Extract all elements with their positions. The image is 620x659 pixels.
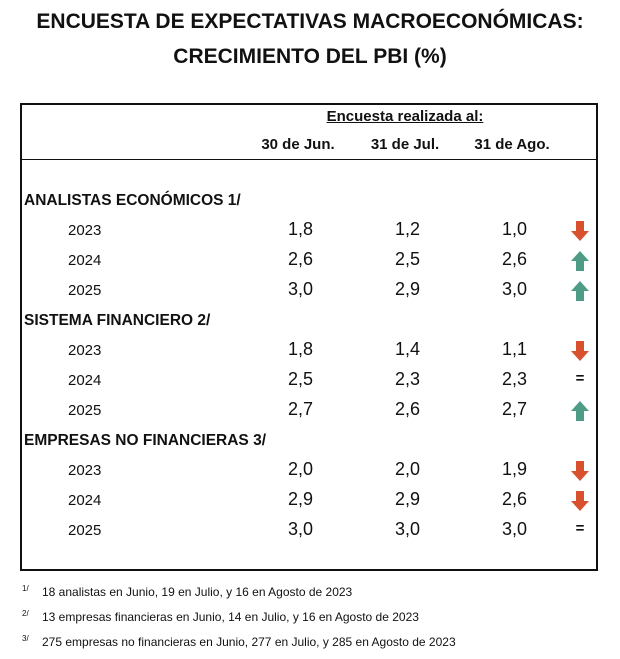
- cell-value: 3,0: [501, 519, 527, 539]
- cell-value: 2,3: [501, 369, 527, 389]
- table-frame: [20, 103, 598, 571]
- cell-value: 2,6: [287, 249, 313, 269]
- cell-value: 2,7: [501, 399, 527, 419]
- cell-value: 3,0: [287, 279, 313, 299]
- footnote-text: 13 empresas financieras en Junio, 14 en …: [42, 610, 419, 624]
- title-line-1: ENCUESTA DE EXPECTATIVAS MACROECONÓMICAS…: [36, 10, 584, 33]
- cell-value: 1,2: [394, 219, 420, 239]
- row-year: 2024: [68, 252, 102, 269]
- row-year: 2023: [68, 222, 102, 239]
- cell-value: 2,6: [501, 249, 527, 269]
- row-year: 2023: [68, 462, 102, 479]
- cell-value: 2,0: [394, 459, 420, 479]
- cell-value: 1,8: [287, 339, 313, 359]
- column-header: 31 de Jul.: [370, 136, 440, 153]
- arrow-down-icon: [570, 340, 590, 366]
- cell-value: 2,0: [287, 459, 313, 479]
- cell-value: 3,0: [394, 519, 420, 539]
- footnote-mark: 2/: [22, 609, 29, 618]
- cell-value: 1,0: [501, 219, 527, 239]
- trend-indicator: =: [575, 370, 585, 387]
- footnote-mark: 1/: [22, 584, 29, 593]
- column-header: 31 de Ago.: [474, 136, 550, 153]
- footnote-text: 18 analistas en Junio, 19 en Julio, y 16…: [42, 585, 353, 599]
- arrow-up-icon: [570, 400, 590, 426]
- cell-value: 1,4: [394, 339, 420, 359]
- cell-value: 2,7: [287, 399, 313, 419]
- arrow-down-icon: [570, 220, 590, 246]
- cell-value: 2,9: [394, 279, 420, 299]
- row-year: 2025: [68, 282, 102, 299]
- cell-value: 2,6: [394, 399, 420, 419]
- column-header: 30 de Jun.: [261, 136, 335, 153]
- section-label: ANALISTAS ECONÓMICOS 1/: [24, 192, 241, 209]
- row-year: 2025: [68, 402, 102, 419]
- arrow-down-icon: [570, 460, 590, 486]
- cell-value: 3,0: [287, 519, 313, 539]
- arrow-up-icon: [570, 250, 590, 276]
- cell-value: 3,0: [501, 279, 527, 299]
- header-divider: [20, 159, 598, 160]
- arrow-down-icon: [570, 490, 590, 516]
- row-year: 2024: [68, 492, 102, 509]
- cell-value: 1,9: [501, 459, 527, 479]
- trend-indicator: =: [575, 520, 585, 537]
- survey-label: Encuesta realizada al:: [326, 108, 484, 125]
- arrow-up-icon: [570, 280, 590, 306]
- cell-value: 2,9: [394, 489, 420, 509]
- section-label: SISTEMA FINANCIERO 2/: [24, 312, 211, 329]
- cell-value: 2,3: [394, 369, 420, 389]
- footnote-text: 275 empresas no financieras en Junio, 27…: [42, 635, 456, 649]
- footnote-mark: 3/: [22, 634, 29, 643]
- cell-value: 1,1: [501, 339, 527, 359]
- row-year: 2023: [68, 342, 102, 359]
- row-year: 2024: [68, 372, 102, 389]
- row-year: 2025: [68, 522, 102, 539]
- section-label: EMPRESAS NO FINANCIERAS 3/: [24, 432, 267, 449]
- cell-value: 2,5: [394, 249, 420, 269]
- cell-value: 2,6: [501, 489, 527, 509]
- title-line-2: CRECIMIENTO DEL PBI (%): [173, 45, 447, 68]
- cell-value: 2,5: [287, 369, 313, 389]
- cell-value: 1,8: [287, 219, 313, 239]
- cell-value: 2,9: [287, 489, 313, 509]
